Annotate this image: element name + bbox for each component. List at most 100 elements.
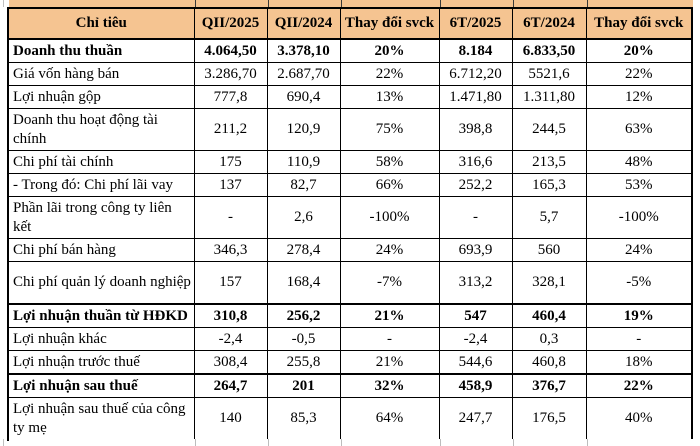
value-cell: 313,2: [438, 261, 513, 305]
value-cell: -5%: [585, 261, 693, 305]
column-gridline: [587, 0, 588, 7]
value-cell: 157: [193, 261, 268, 305]
value-cell: 255,8: [266, 350, 341, 375]
column-header-4: 6T/2025: [438, 7, 513, 40]
value-cell: 58%: [339, 150, 440, 174]
value-cell: -7%: [339, 261, 440, 305]
value-cell: -: [585, 327, 693, 351]
table-row: Lợi nhuận trước thuế 308,4 255,8 21% 544,6 46…: [7, 350, 693, 375]
column-gridline: [440, 439, 441, 446]
column-header-3: Thay đổi svck: [339, 7, 440, 40]
row-label: Chi phí bán hàng: [7, 238, 195, 262]
value-cell: 211,2: [193, 108, 268, 151]
column-gridline: [268, 0, 269, 7]
value-cell: -0,5: [266, 327, 341, 351]
value-cell: 120,9: [266, 108, 341, 151]
value-cell: 460,4: [511, 303, 587, 328]
value-cell: 22%: [339, 62, 440, 86]
value-cell: 22%: [585, 62, 693, 86]
value-cell: 777,8: [193, 85, 268, 109]
value-cell: 0,3: [511, 327, 587, 351]
row-label: Lợi nhuận sau thuế của công ty mẹ: [7, 397, 195, 441]
value-cell: 85,3: [266, 397, 341, 441]
row-label: Lợi nhuận thuần từ HĐKD: [7, 303, 195, 328]
table-row: Lợi nhuận sau thuế của công ty mẹ 140 85,3…: [7, 397, 693, 441]
value-cell: 458,9: [438, 373, 513, 398]
table-row: Chi phí quản lý doanh nghiệp 157 168,4 -7% 3…: [7, 261, 693, 305]
value-cell: 4.064,50: [193, 38, 268, 63]
value-cell: 82,7: [266, 173, 341, 197]
value-cell: 460,8: [511, 350, 587, 375]
value-cell: 20%: [585, 38, 693, 63]
value-cell: 256,2: [266, 303, 341, 328]
value-cell: 40%: [585, 397, 693, 441]
value-cell: 310,8: [193, 303, 268, 328]
value-cell: 175: [193, 150, 268, 174]
value-cell: 66%: [339, 173, 440, 197]
table-row: Phần lãi trong công ty liên kết -2,6 -100%…: [7, 196, 693, 239]
clipped-row-below: [9, 439, 693, 446]
column-gridline: [268, 439, 269, 446]
value-cell: 13%: [339, 85, 440, 109]
row-label: Lợi nhuận khác: [7, 327, 195, 351]
table-header-row: Chỉ tiêu QII/2025 QII/2024 Thay đổi svck 6T/…: [7, 7, 693, 40]
value-cell: -: [438, 196, 513, 239]
value-cell: 316,6: [438, 150, 513, 174]
row-label: - Trong đó: Chi phí lãi vay: [7, 173, 195, 197]
value-cell: 168,4: [266, 261, 341, 305]
row-label: Chi phí tài chính: [7, 150, 195, 174]
value-cell: -100%: [585, 196, 693, 239]
value-cell: 3.286,70: [193, 62, 268, 86]
row-label: Giá vốn hàng bán: [7, 62, 195, 86]
value-cell: 140: [193, 397, 268, 441]
value-cell: 176,5: [511, 397, 587, 441]
value-cell: 18%: [585, 350, 693, 375]
row-label: Doanh thu thuần: [7, 38, 195, 63]
value-cell: 63%: [585, 108, 693, 151]
row-label: Phần lãi trong công ty liên kết: [7, 196, 195, 239]
value-cell: 690,4: [266, 85, 341, 109]
value-cell: 2.687,70: [266, 62, 341, 86]
clipped-row-above: [9, 0, 693, 7]
column-gridline: [195, 0, 196, 7]
table-row: Giá vốn hàng bán 3.286,70 2.687,70 22% 6.712…: [7, 62, 693, 86]
table-row: Chi phí bán hàng 346,3 278,4 24% 693,9 560 24%: [7, 238, 693, 262]
value-cell: 110,9: [266, 150, 341, 174]
value-cell: 48%: [585, 150, 693, 174]
value-cell: 252,2: [438, 173, 513, 197]
value-cell: 21%: [339, 303, 440, 328]
value-cell: 6.833,50: [511, 38, 587, 63]
column-gridline: [587, 439, 588, 446]
value-cell: 201: [266, 373, 341, 398]
value-cell: 22%: [585, 373, 693, 398]
row-label: Lợi nhuận sau thuế: [7, 373, 195, 398]
value-cell: 32%: [339, 373, 440, 398]
value-cell: 6.712,20: [438, 62, 513, 86]
value-cell: 20%: [339, 38, 440, 63]
column-header-1: QII/2025: [193, 7, 268, 40]
value-cell: -: [193, 196, 268, 239]
value-cell: 24%: [339, 238, 440, 262]
gridline-left-bottom: [3, 439, 4, 446]
value-cell: 8.184: [438, 38, 513, 63]
value-cell: 544,6: [438, 350, 513, 375]
column-header-2: QII/2024: [266, 7, 341, 40]
value-cell: -100%: [339, 196, 440, 239]
value-cell: -2,4: [438, 327, 513, 351]
value-cell: 5521,6: [511, 62, 587, 86]
column-header-0: Chỉ tiêu: [7, 7, 195, 40]
value-cell: 165,3: [511, 173, 587, 197]
column-gridline: [341, 439, 342, 446]
column-header-5: 6T/2024: [511, 7, 587, 40]
value-cell: 24%: [585, 238, 693, 262]
value-cell: 1.311,80: [511, 85, 587, 109]
value-cell: -2,4: [193, 327, 268, 351]
value-cell: 278,4: [266, 238, 341, 262]
table-row: Lợi nhuận khác -2,4 -0,5- -2,4 0,3-: [7, 327, 693, 351]
value-cell: 308,4: [193, 350, 268, 375]
table-row: Lợi nhuận gộp 777,8 690,4 13% 1.471,80 1.311,…: [7, 85, 693, 109]
value-cell: 247,7: [438, 397, 513, 441]
table-row: Lợi nhuận thuần từ HĐKD 310,8 256,2 21% 547 4…: [7, 303, 693, 328]
value-cell: 213,5: [511, 150, 587, 174]
value-cell: 2,6: [266, 196, 341, 239]
